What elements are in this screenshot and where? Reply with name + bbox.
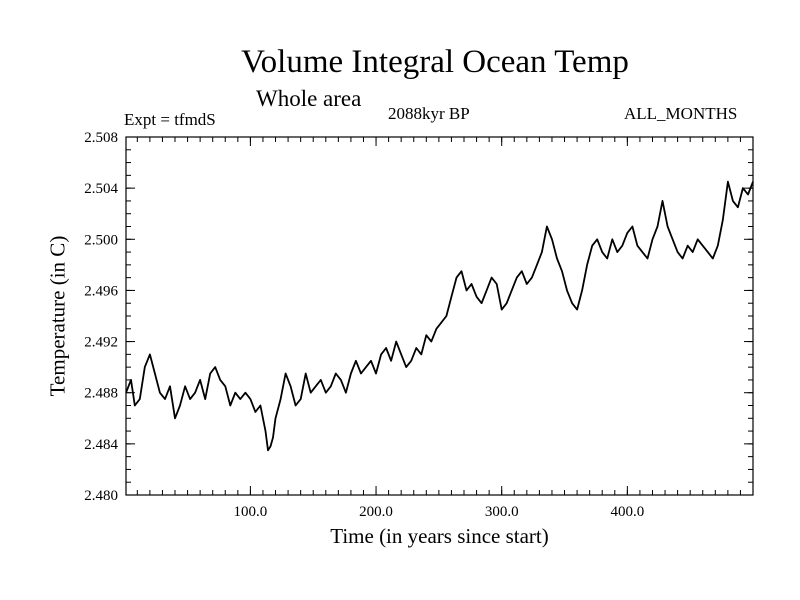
era-label: 2088kyr BP xyxy=(388,104,470,123)
y-tick-label: 2.504 xyxy=(84,181,118,197)
y-tick-label: 2.488 xyxy=(84,386,118,402)
chart-subtitle: Whole area xyxy=(256,86,362,111)
y-tick-label: 2.484 xyxy=(84,437,118,453)
y-tick-label: 2.480 xyxy=(84,488,118,504)
y-tick-label: 2.496 xyxy=(84,283,118,299)
x-tick-label: 100.0 xyxy=(234,504,268,520)
x-axis-label: Time (in years since start) xyxy=(330,524,549,548)
series-group xyxy=(125,180,754,452)
x-tick-label: 300.0 xyxy=(485,504,519,520)
y-tick-label: 2.508 xyxy=(84,130,118,146)
chart-title: Volume Integral Ocean Temp xyxy=(241,44,629,80)
series-line xyxy=(125,180,754,452)
x-tick-label: 200.0 xyxy=(359,504,393,520)
axis-ticks: 2.480 2.484 2.488 2.492 2.496 2.500 2.504 2.508… xyxy=(84,130,753,520)
x-tick-label: 400.0 xyxy=(610,504,644,520)
plot-frame xyxy=(125,136,754,496)
months-label: ALL_MONTHS xyxy=(624,104,738,123)
y-tick-label: 2.500 xyxy=(84,232,118,248)
experiment-label: Expt = tfmdS xyxy=(124,110,216,129)
y-tick-label: 2.492 xyxy=(84,335,118,351)
